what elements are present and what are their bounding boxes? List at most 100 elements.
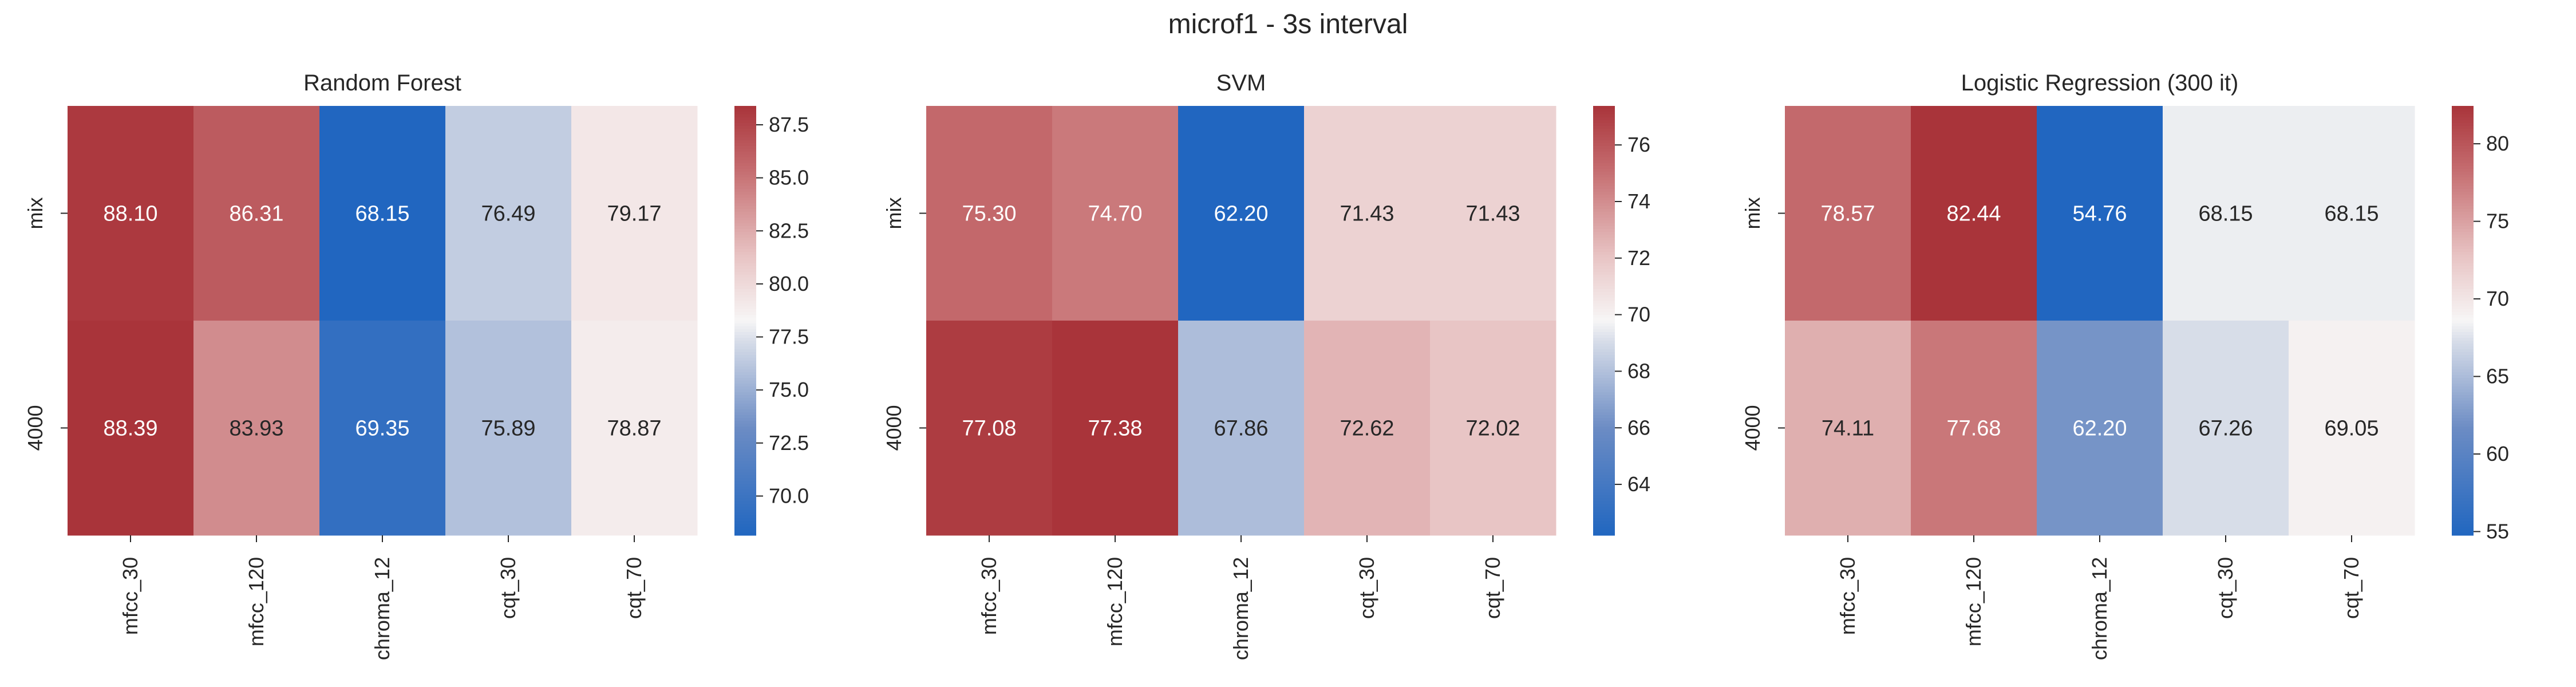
colorbar-segment (734, 200, 756, 204)
colorbar-segment (2452, 109, 2474, 112)
colorbar-segment (1593, 424, 1615, 427)
colorbar-segment (1593, 386, 1615, 390)
colorbar-segment (734, 498, 756, 502)
figure-title: microf1 - 3s interval (1168, 9, 1408, 40)
cell-value-label: 86.31 (229, 202, 283, 226)
colorbar-segment (1593, 126, 1615, 129)
colorbar-segment (734, 352, 756, 356)
colorbar-segment (734, 455, 756, 459)
colorbar-segment (734, 521, 756, 524)
colorbar-segment (1593, 487, 1615, 490)
colorbar-segment (1593, 449, 1615, 453)
colorbar-segment (1593, 218, 1615, 221)
row-tick-label: mix (882, 198, 906, 230)
colorbar-segment (1593, 198, 1615, 201)
colorbar-segment (2452, 524, 2474, 527)
colorbar-segment (2452, 192, 2474, 195)
colorbar-segment (1593, 389, 1615, 393)
colorbar-segment (734, 458, 756, 461)
heatmap-title: SVM (1216, 70, 1266, 96)
colorbar-segment (734, 126, 756, 129)
cell-value-label: 75.89 (481, 417, 535, 441)
colorbar-segment (1593, 301, 1615, 304)
colorbar-segment (2452, 341, 2474, 344)
cell-value-label: 77.68 (1946, 417, 2001, 441)
colorbar-segment (1593, 183, 1615, 187)
colorbar-segment (1593, 269, 1615, 273)
colorbar-segment (2452, 409, 2474, 413)
colorbar-segment (1593, 318, 1615, 321)
colorbar-segment (734, 510, 756, 513)
colorbar-segment (2452, 444, 2474, 447)
column-tick-label: mfcc_30 (1836, 557, 1859, 635)
colorbar-segment (1593, 192, 1615, 195)
colorbar-segment (1593, 429, 1615, 433)
colorbar-segment (2452, 464, 2474, 467)
colorbar: 55 60 65 70 75 80 (2452, 106, 2509, 543)
colorbar-segment (2452, 146, 2474, 149)
colorbar-segment (734, 475, 756, 479)
colorbar-segment (2452, 303, 2474, 307)
cell-value-label: 88.10 (103, 202, 157, 226)
heatmap-cell (193, 321, 320, 536)
colorbar-segment (1593, 155, 1615, 158)
colorbar-segment (734, 472, 756, 476)
column-tick-label: cqt_30 (1355, 557, 1378, 619)
colorbar-segment (1593, 180, 1615, 184)
colorbar-segment (1593, 404, 1615, 407)
colorbar-segment (734, 260, 756, 264)
colorbar-segment (734, 326, 756, 330)
column-tick-label: cqt_30 (2214, 557, 2237, 619)
column-tick-label: cqt_30 (496, 557, 520, 619)
colorbar-segment (734, 421, 756, 424)
colorbar-tick-label: 70 (2486, 287, 2509, 310)
colorbar-segment (2452, 530, 2474, 533)
colorbar-segment (734, 332, 756, 335)
colorbar-segment (1593, 432, 1615, 436)
colorbar-segment (1593, 524, 1615, 527)
colorbar-segment (734, 335, 756, 338)
colorbar-segment (734, 386, 756, 390)
colorbar-segment (2452, 349, 2474, 353)
heatmap-panel-2: SVM 75.30 74.70 62.20 71.43 71.43 77.08 77.38 67… (882, 70, 1650, 660)
colorbar-segment (1593, 447, 1615, 450)
colorbar-segment (1593, 226, 1615, 230)
colorbar-segment (734, 137, 756, 141)
colorbar-segment (734, 452, 756, 456)
cell-value-label: 67.86 (1214, 417, 1268, 441)
colorbar-segment (2452, 266, 2474, 270)
heatmap-cell (1304, 321, 1431, 536)
colorbar-segment (2452, 135, 2474, 138)
colorbar-segment (734, 106, 756, 109)
colorbar-segment (2452, 487, 2474, 490)
colorbar-segment (2452, 435, 2474, 439)
cell-value-label: 62.20 (2072, 417, 2127, 441)
colorbar-segment (734, 487, 756, 490)
colorbar-segment (1593, 112, 1615, 115)
colorbar-segment (1593, 332, 1615, 335)
colorbar-segment (1593, 395, 1615, 398)
colorbar-segment (1593, 355, 1615, 358)
colorbar-segment (1593, 283, 1615, 287)
colorbar-segment (2452, 392, 2474, 396)
colorbar-segment (1593, 461, 1615, 464)
colorbar-segment (734, 143, 756, 147)
colorbar-segment (1593, 392, 1615, 396)
heatmap-cell (926, 321, 1053, 536)
colorbar-segment (2452, 484, 2474, 487)
colorbar-segment (1593, 303, 1615, 307)
colorbar-segment (734, 189, 756, 192)
colorbar-segment (2452, 112, 2474, 115)
colorbar-segment (734, 114, 756, 118)
heatmap-cell (1430, 106, 1556, 321)
colorbar-segment (2452, 404, 2474, 407)
cell-value-label: 83.93 (229, 417, 283, 441)
colorbar-segment (2452, 272, 2474, 275)
colorbar-segment (1593, 384, 1615, 387)
colorbar-segment (2452, 166, 2474, 169)
colorbar-segment (2452, 447, 2474, 450)
colorbar-segment (734, 155, 756, 158)
colorbar-tick-label: 76 (1627, 133, 1650, 156)
heatmap-title: Logistic Regression (300 it) (1961, 70, 2239, 96)
colorbar-segment (1593, 172, 1615, 175)
